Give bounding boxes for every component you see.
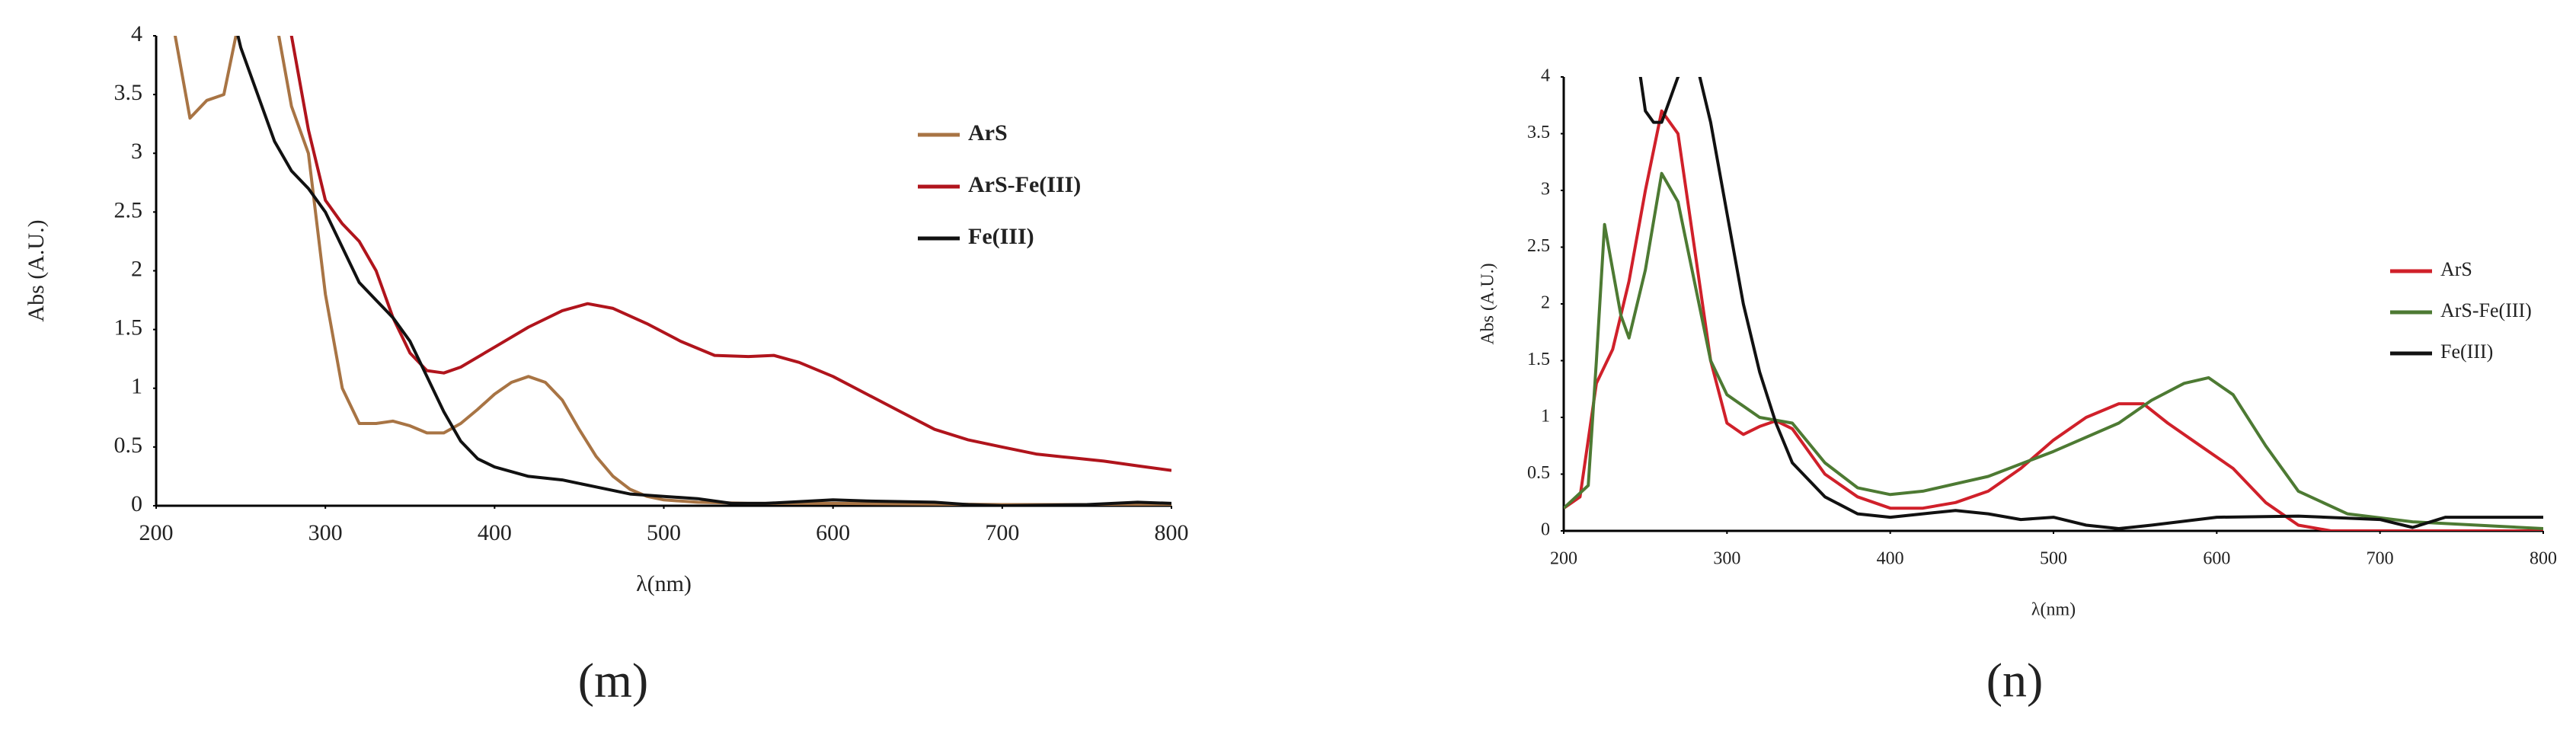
x-axis-label: λ(nm) bbox=[2031, 600, 2076, 620]
x-tick-label: 400 bbox=[1877, 549, 1904, 569]
x-tick-label: 200 bbox=[1550, 549, 1577, 569]
x-tick-label: 600 bbox=[816, 520, 850, 545]
legend-label: ArS bbox=[968, 120, 1008, 145]
series-line bbox=[1638, 77, 2543, 530]
legend-label: ArS bbox=[2440, 258, 2472, 280]
series-line bbox=[173, 36, 1171, 506]
x-tick-label: 700 bbox=[985, 520, 1019, 545]
x-axis-label: λ(nm) bbox=[636, 571, 692, 596]
x-tick-label: 300 bbox=[1713, 549, 1740, 569]
y-tick-label: 2 bbox=[131, 256, 142, 281]
y-tick-label: 2.5 bbox=[1527, 236, 1550, 256]
series-line bbox=[289, 36, 1171, 472]
x-tick-label: 700 bbox=[2367, 549, 2394, 569]
y-tick-label: 2 bbox=[1541, 293, 1550, 313]
legend-label: ArS-Fe(III) bbox=[2440, 299, 2532, 321]
y-tick-label: 3.5 bbox=[114, 80, 143, 105]
y-tick-label: 0.5 bbox=[114, 433, 143, 458]
x-tick-label: 500 bbox=[2040, 549, 2067, 569]
x-tick-label: 800 bbox=[1155, 520, 1189, 545]
y-tick-label: 0.5 bbox=[1527, 463, 1550, 483]
y-tick-label: 1 bbox=[1541, 407, 1550, 427]
legend-label: Fe(III) bbox=[2440, 340, 2493, 363]
y-tick-label: 1 bbox=[131, 374, 142, 399]
y-tick-label: 3.5 bbox=[1527, 123, 1550, 142]
x-tick-label: 800 bbox=[2530, 549, 2557, 569]
x-tick-label: 200 bbox=[139, 520, 174, 545]
series-line bbox=[1564, 171, 2543, 530]
y-tick-label: 4 bbox=[131, 21, 142, 46]
series-line bbox=[1564, 109, 2543, 531]
series-line bbox=[236, 36, 1171, 506]
y-tick-label: 1.5 bbox=[1527, 350, 1550, 369]
y-axis-label: Abs (A.U.) bbox=[24, 219, 49, 321]
y-tick-label: 1.5 bbox=[114, 315, 143, 340]
legend-label: ArS-Fe(III) bbox=[968, 172, 1081, 197]
x-tick-label: 600 bbox=[2203, 549, 2230, 569]
y-tick-label: 3 bbox=[1541, 180, 1550, 200]
legend-label: Fe(III) bbox=[968, 224, 1034, 249]
x-tick-label: 300 bbox=[308, 520, 343, 545]
caption: (n) bbox=[1986, 654, 2044, 708]
x-tick-label: 500 bbox=[647, 520, 681, 545]
caption: (m) bbox=[578, 654, 648, 708]
x-tick-label: 400 bbox=[478, 520, 512, 545]
y-axis-label: Abs (A.U.) bbox=[1478, 263, 1498, 344]
y-tick-label: 4 bbox=[1541, 66, 1550, 86]
y-tick-label: 3 bbox=[131, 139, 142, 164]
y-tick-label: 2.5 bbox=[114, 197, 143, 222]
y-tick-label: 0 bbox=[1541, 520, 1550, 540]
y-tick-label: 0 bbox=[131, 491, 142, 516]
